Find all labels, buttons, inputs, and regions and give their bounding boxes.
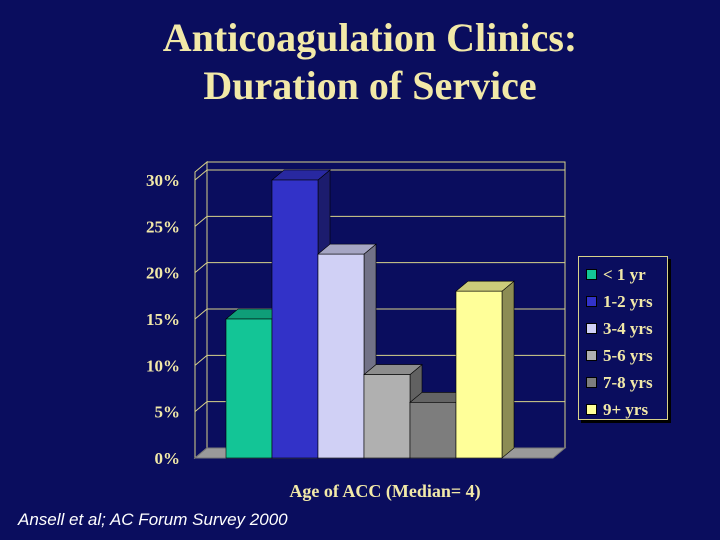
legend-swatch (586, 296, 597, 307)
bar-front (363, 374, 411, 459)
gridline (194, 215, 565, 227)
title-line-2: Duration of Service (203, 63, 537, 108)
legend-swatch (586, 404, 597, 415)
gridline (194, 308, 565, 320)
legend-swatch (586, 323, 597, 334)
legend-label: 3-4 yrs (603, 318, 653, 338)
legend-swatch (586, 269, 597, 280)
legend-label: 1-2 yrs (603, 291, 653, 311)
legend-label: 9+ yrs (603, 399, 649, 419)
bar-front (271, 179, 319, 459)
legend-item: 1-2 yrs (579, 288, 667, 315)
legend-label: < 1 yr (603, 264, 646, 284)
x-axis-label: Age of ACC (Median= 4) (289, 481, 481, 501)
y-tick-label: 5% (155, 403, 181, 422)
bar-front (455, 290, 503, 459)
gridline (194, 262, 565, 274)
chart-legend: < 1 yr 1-2 yrs 3-4 yrs 5-6 yrs 7-8 yrs 9+ yrs (578, 256, 668, 420)
legend-item: 5-6 yrs (579, 342, 667, 369)
gridline (194, 169, 565, 181)
y-tick-label: 25% (146, 217, 180, 236)
y-tick-label: 0% (155, 449, 181, 468)
title-line-1: Anticoagulation Clinics: (162, 15, 578, 60)
legend-label: 5-6 yrs (603, 345, 653, 365)
bar-front (409, 402, 457, 459)
legend-swatch (586, 350, 597, 361)
y-tick-label: 30% (146, 171, 180, 190)
source-citation: Ansell et al; AC Forum Survey 2000 (18, 510, 288, 529)
bar-front (225, 318, 273, 459)
y-tick-label: 20% (146, 264, 180, 283)
legend-item: 9+ yrs (579, 396, 667, 423)
legend-item: < 1 yr (579, 261, 667, 288)
legend-item: 7-8 yrs (579, 369, 667, 396)
y-tick-label: 10% (146, 356, 180, 375)
bar-6 (455, 280, 515, 459)
slide-title: Anticoagulation Clinics: Duration of Ser… (0, 14, 720, 110)
gridline (194, 354, 565, 366)
legend-swatch (586, 377, 597, 388)
bar-side (501, 280, 515, 459)
y-tick-label: 15% (146, 310, 180, 329)
legend-item: 3-4 yrs (579, 315, 667, 342)
legend-label: 7-8 yrs (603, 372, 653, 392)
bar-front (317, 253, 365, 459)
